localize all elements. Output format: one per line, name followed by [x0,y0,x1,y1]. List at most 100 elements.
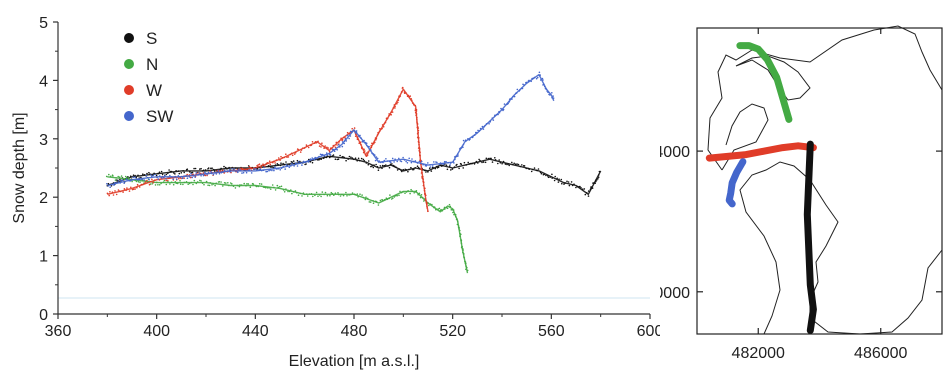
data-point [479,127,482,130]
data-point [469,138,471,140]
data-point [515,92,518,94]
data-point [433,161,435,163]
data-point [354,135,357,137]
data-point [212,183,215,185]
data-point [158,184,161,186]
data-point [418,143,420,146]
data-point [545,88,548,90]
data-point [199,168,201,170]
data-point [533,167,536,169]
data-point [410,98,413,100]
x-tick-label: 520 [439,323,466,340]
data-point [262,163,264,165]
data-point [463,161,466,164]
data-point [417,166,420,169]
data-point [226,170,229,172]
data-point [314,141,317,143]
legend-marker [124,85,134,95]
data-point [192,183,194,186]
data-point [425,171,427,173]
data-point [117,180,120,182]
data-point [421,168,423,170]
data-point [368,201,371,203]
data-point [148,183,151,186]
data-point [282,165,285,168]
data-point [283,163,286,166]
data-point [260,166,262,169]
data-point [367,163,370,166]
data-point [115,193,118,196]
data-point [594,182,596,184]
data-point [354,193,357,196]
data-point [132,174,135,176]
data-point [433,206,436,208]
data-point [347,158,350,160]
data-point [375,137,378,140]
data-point [511,161,513,164]
data-point [203,169,205,171]
data-point [133,188,135,190]
data-point [350,193,352,196]
data-point [386,160,389,162]
data-point [165,179,167,182]
data-point [169,177,171,179]
data-point [375,156,378,158]
legend-item-n: N [124,55,158,74]
data-point [587,190,590,192]
data-point [126,176,128,179]
data-point [215,173,218,175]
data-point [215,182,217,184]
data-point [196,181,199,183]
data-point [113,182,116,184]
data-point [443,208,446,210]
data-point [467,138,469,140]
data-point [326,154,329,156]
data-point [111,183,113,186]
data-point [596,179,598,181]
data-point [415,190,418,192]
data-point [274,189,277,191]
data-point [220,167,222,170]
data-point [169,174,171,177]
data-point [469,162,472,165]
data-point [403,91,406,93]
data-point [398,157,400,160]
data-point [370,144,373,147]
y-axis-title: Snow depth [m] [11,112,28,223]
data-point [292,160,295,162]
data-point [299,160,301,163]
data-point [360,143,362,146]
data-point [343,142,346,145]
data-point [359,141,362,143]
data-point [401,91,403,93]
data-point [332,144,335,147]
data-point [162,181,165,183]
data-point [396,160,399,163]
data-point [462,249,465,251]
data-point [466,266,468,269]
data-point [126,187,128,189]
data-point [385,164,387,166]
data-point [144,181,147,183]
data-point [205,172,207,175]
data-point [107,182,110,185]
data-point [339,154,341,157]
data-point [136,186,138,189]
data-point [314,156,317,159]
data-point [266,187,269,189]
data-point [428,167,431,169]
data-point [528,79,530,82]
data-point [393,165,396,167]
data-point [269,188,272,190]
data-point [303,193,306,196]
data-point [193,175,195,177]
data-point [214,184,216,187]
data-point [372,202,375,204]
data-point [435,165,438,168]
data-point [339,195,342,197]
data-point [288,166,291,169]
data-point [394,107,396,109]
data-point [439,164,442,167]
data-point [446,207,449,210]
data-point [387,165,389,167]
